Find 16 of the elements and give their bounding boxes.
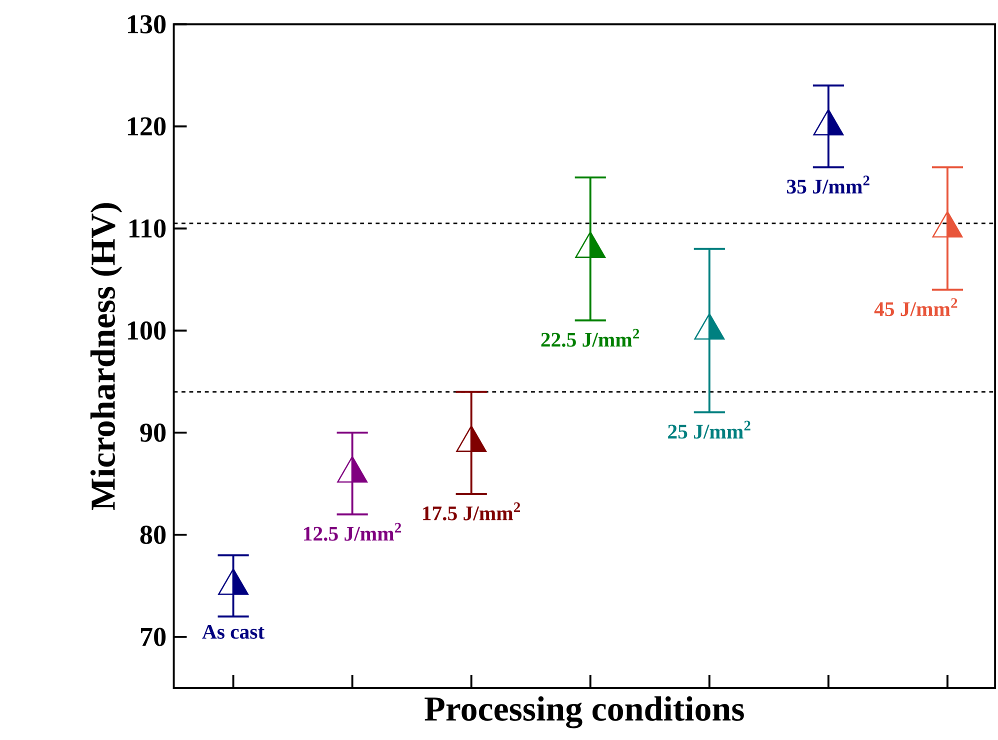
y-tick-label: 90 <box>140 424 166 442</box>
text: 17.5 J/mm$^{2}$ <box>423 502 520 521</box>
text: 12.5 J/mm$^{2}$ <box>304 522 402 541</box>
x-axis-title: Processing conditions <box>424 696 744 728</box>
y-tick-label: 120 <box>128 117 166 136</box>
y-tick-label: 100 <box>128 322 166 340</box>
y-tick-label: 70 <box>140 628 166 646</box>
series-label: As cast <box>202 625 265 639</box>
y-tick-label: 110 <box>130 219 166 238</box>
text: 25 J/mm$^{2}$ <box>668 420 750 439</box>
text: 45 J/mm$^{2}$ <box>874 298 958 316</box>
y-tick-label: 130 <box>128 15 166 34</box>
y-axis-title: Microhardness (HV) <box>90 203 122 510</box>
y-tick-label: 80 <box>140 526 166 544</box>
text: 35 J/mm$^{2}$ <box>787 176 870 194</box>
text: 22.5 J/mm$^{2}$ <box>541 328 640 347</box>
